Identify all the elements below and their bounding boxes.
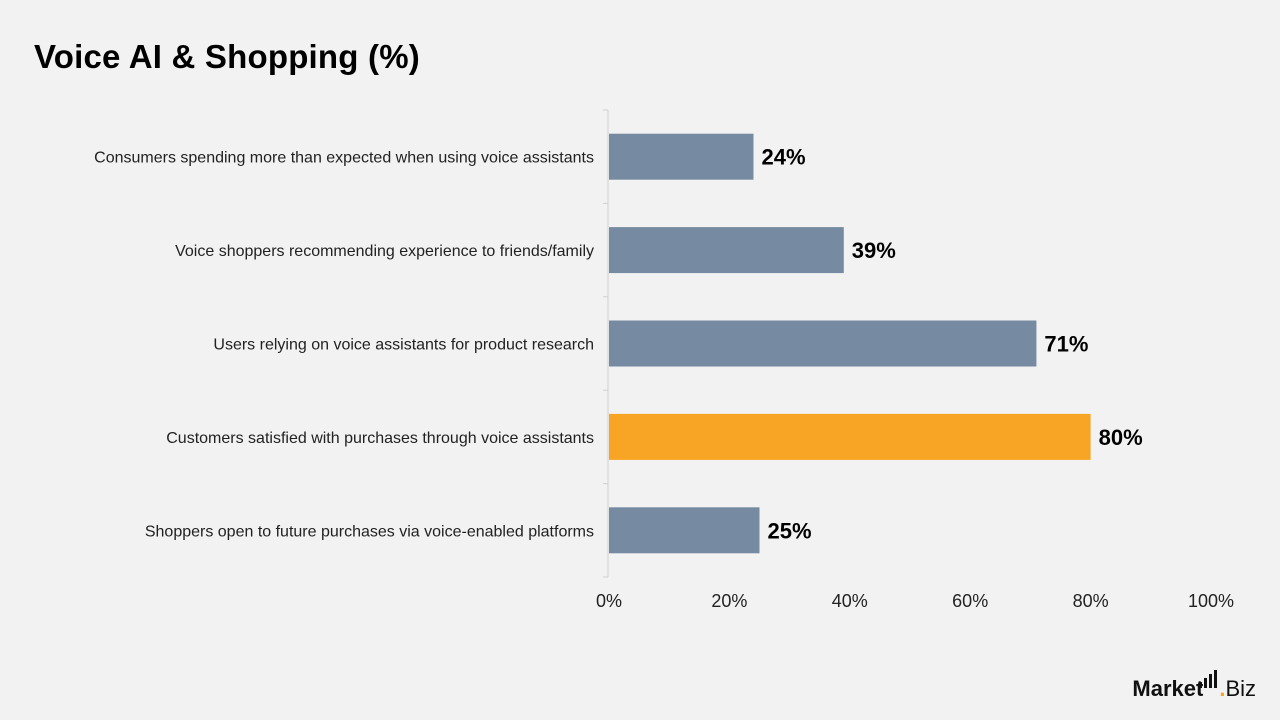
bar <box>609 413 1091 460</box>
bar-chart-icon <box>1199 670 1218 688</box>
x-tick-label: 100% <box>1188 591 1234 611</box>
x-tick-label: 60% <box>952 591 988 611</box>
chart-title: Voice AI & Shopping (%) <box>34 38 420 75</box>
bar <box>609 507 760 554</box>
x-tick-label: 40% <box>832 591 868 611</box>
category-label: Customers satisfied with purchases throu… <box>166 430 594 447</box>
data-label: 24% <box>761 145 805 170</box>
logo-dot: . <box>1219 676 1226 701</box>
category-label: Consumers spending more than expected wh… <box>94 150 594 167</box>
x-tick-label: 0% <box>596 591 622 611</box>
bar <box>609 227 844 274</box>
category-label: Voice shoppers recommending experience t… <box>175 243 594 260</box>
bar <box>609 133 754 180</box>
logo-text-market: Market <box>1132 676 1204 701</box>
x-tick-label: 80% <box>1073 591 1109 611</box>
data-label: 71% <box>1044 332 1088 357</box>
bar <box>609 320 1037 367</box>
category-label: Users relying on voice assistants for pr… <box>213 337 594 354</box>
category-label: Shoppers open to future purchases via vo… <box>145 523 594 540</box>
x-tick-label: 20% <box>711 591 747 611</box>
logo-text-biz: Biz <box>1225 676 1256 701</box>
data-label: 25% <box>768 518 812 543</box>
data-label: 39% <box>852 238 896 263</box>
data-label: 80% <box>1099 425 1143 450</box>
brand-logo: Market . Biz <box>1132 670 1256 702</box>
